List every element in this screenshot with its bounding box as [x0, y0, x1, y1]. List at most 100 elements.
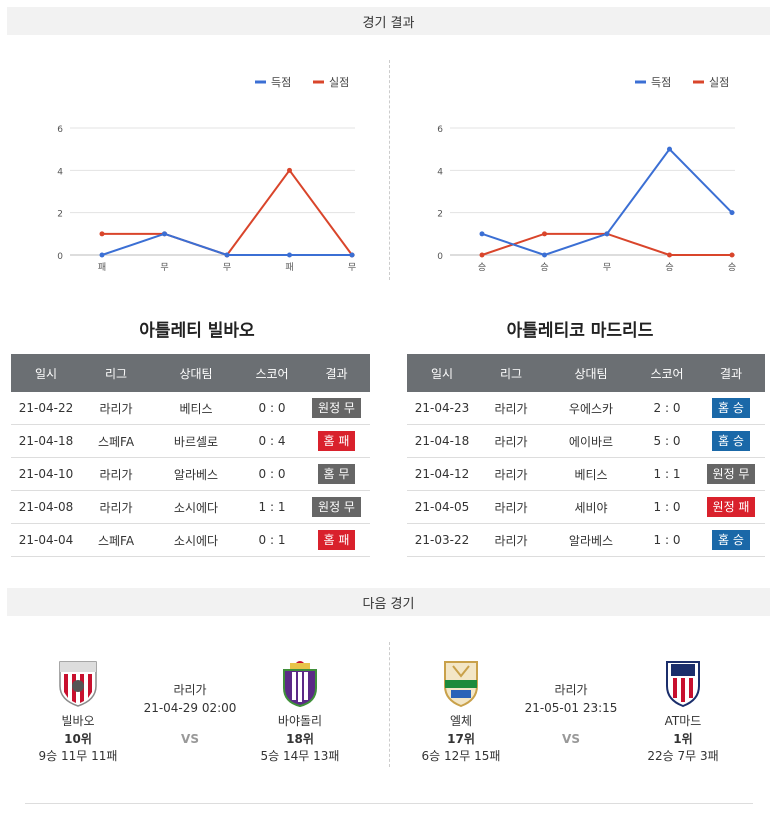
data-point-score — [349, 252, 355, 258]
col-league: 리그 — [477, 354, 545, 392]
row-result: 원정 무 — [697, 457, 765, 491]
away-team-name: AT마드 — [664, 714, 702, 728]
results-table-bilbao: 일시 리그 상대팀 스코어 결과 21-04-22 라리가 베티스 0 : 0 원정 무… — [11, 354, 370, 557]
y-tick-label: 2 — [57, 210, 63, 220]
row-opponent: 베티스 — [545, 457, 637, 491]
row-result: 홈 패 — [303, 424, 370, 458]
chart-atletico: 득점 실점 0 2 4 6 승 승 무 승 승 — [420, 55, 770, 285]
bottom-divider — [25, 803, 753, 804]
row-date: 21-04-04 — [11, 523, 81, 557]
row-league: 라리가 — [477, 490, 545, 524]
result-badge: 홈 승 — [712, 398, 750, 418]
data-point-score — [667, 146, 672, 152]
result-badge: 홈 무 — [317, 464, 356, 484]
data-point-conceded — [479, 252, 485, 258]
match-datetime: 21-04-29 02:00 — [143, 701, 237, 715]
next-home-team[interactable]: 엘체 17위 6승 12무 15패 — [406, 658, 516, 764]
row-score: 0 : 4 — [241, 424, 303, 458]
col-result: 결과 — [303, 354, 370, 392]
y-tick-label: 4 — [57, 167, 63, 177]
legend-label-score: 득점 — [651, 76, 671, 89]
row-date: 21-04-08 — [11, 490, 81, 524]
match-league: 라리가 — [554, 683, 588, 697]
match-info: 라리가 21-04-29 02:00 VS — [135, 681, 245, 746]
col-league: 리그 — [81, 354, 151, 392]
row-result: 홈 패 — [303, 523, 370, 557]
next-match-divider — [389, 642, 390, 767]
row-score: 1 : 1 — [241, 490, 303, 524]
col-score: 스코어 — [241, 354, 303, 392]
result-badge: 원정 무 — [706, 464, 756, 484]
row-league: 스페FA — [81, 424, 151, 458]
row-result: 홈 승 — [697, 392, 765, 425]
result-badge: 홈 승 — [712, 431, 750, 451]
x-tick-label: 패 — [285, 262, 293, 273]
row-date: 21-04-18 — [407, 424, 477, 458]
result-badge: 원정 무 — [312, 497, 361, 517]
match-info: 라리가 21-05-01 23:15 VS — [516, 681, 626, 746]
legend-label-conceded: 실점 — [709, 76, 729, 89]
row-opponent: 소시에다 — [151, 523, 241, 557]
table-row: 21-04-22 라리가 베티스 0 : 0 원정 무 — [11, 392, 370, 425]
series-line-conceded — [481, 232, 732, 256]
next-home-team[interactable]: 빌바오 10위 9승 11무 11패 — [23, 658, 133, 764]
x-tick-label: 무 — [348, 262, 356, 273]
table-row: 21-04-23 라리가 우에스카 2 : 0 홈 승 — [407, 392, 765, 425]
table-header-row: 일시 리그 상대팀 스코어 결과 — [407, 354, 765, 392]
result-badge: 홈 승 — [712, 530, 750, 550]
data-point-score — [479, 231, 485, 237]
row-result: 홈 승 — [697, 424, 765, 458]
result-badge: 홈 패 — [317, 530, 356, 550]
row-league: 라리가 — [477, 457, 545, 491]
next-away-team[interactable]: 바야돌리 18위 5승 14무 13패 — [245, 658, 355, 764]
row-score: 0 : 0 — [241, 392, 303, 425]
result-badge: 원정 패 — [706, 497, 756, 517]
table-row: 21-03-22 라리가 알라베스 1 : 0 홈 승 — [407, 523, 765, 557]
row-league: 라리가 — [81, 490, 151, 524]
chart-bilbao-svg: 득점 실점 0 2 4 6 패 무 무 패 무 — [57, 76, 356, 273]
home-team-rank: 10위 — [64, 732, 92, 746]
row-score: 0 : 1 — [241, 523, 303, 557]
next-away-team[interactable]: AT마드 1위 22승 7무 3패 — [628, 658, 738, 764]
results-header-title: 경기 결과 — [362, 15, 415, 31]
data-point-score — [542, 252, 547, 258]
row-league: 라리가 — [477, 424, 545, 458]
next-match-header: 다음 경기 — [7, 588, 770, 616]
row-score: 5 : 0 — [637, 424, 697, 458]
row-date: 21-03-22 — [407, 523, 477, 557]
away-team-name: 바야돌리 — [277, 714, 323, 728]
row-opponent: 바르셀로 — [151, 424, 241, 458]
x-tick-label: 무 — [160, 262, 168, 273]
y-tick-label: 2 — [437, 210, 443, 220]
away-team-rank: 18위 — [286, 732, 314, 746]
row-score: 2 : 0 — [637, 392, 697, 425]
table-header-row: 일시 리그 상대팀 스코어 결과 — [11, 354, 370, 392]
series-line-score — [101, 232, 352, 256]
row-opponent: 우에스카 — [545, 392, 637, 425]
table-row: 21-04-10 라리가 알라베스 0 : 0 홈 무 — [11, 457, 370, 491]
result-badge: 홈 패 — [317, 431, 356, 451]
next-match-header-title: 다음 경기 — [362, 596, 415, 612]
table-row: 21-04-18 스페FA 바르셀로 0 : 4 홈 패 — [11, 424, 370, 458]
row-opponent: 베티스 — [151, 392, 241, 425]
legend-label-conceded: 실점 — [329, 76, 349, 89]
row-date: 21-04-12 — [407, 457, 477, 491]
row-league: 라리가 — [81, 457, 151, 491]
x-tick-label: 무 — [223, 262, 231, 273]
away-team-record: 22승 7무 3패 — [647, 749, 719, 763]
athletic-club-logo-icon — [56, 658, 100, 708]
y-tick-label: 0 — [57, 252, 63, 262]
col-date: 일시 — [11, 354, 81, 392]
data-point-conceded — [667, 252, 672, 258]
table-row: 21-04-08 라리가 소시에다 1 : 1 원정 무 — [11, 490, 370, 524]
row-opponent: 세비야 — [545, 490, 637, 524]
home-team-rank: 17위 — [447, 732, 475, 746]
elche-logo-icon — [439, 658, 483, 708]
table-row: 21-04-18 라리가 에이바르 5 : 0 홈 승 — [407, 424, 765, 458]
data-point-score — [729, 210, 735, 216]
y-tick-label: 4 — [437, 167, 443, 177]
col-opponent: 상대팀 — [545, 354, 637, 392]
row-opponent: 소시에다 — [151, 490, 241, 524]
data-point-score — [287, 252, 292, 258]
row-date: 21-04-23 — [407, 392, 477, 425]
